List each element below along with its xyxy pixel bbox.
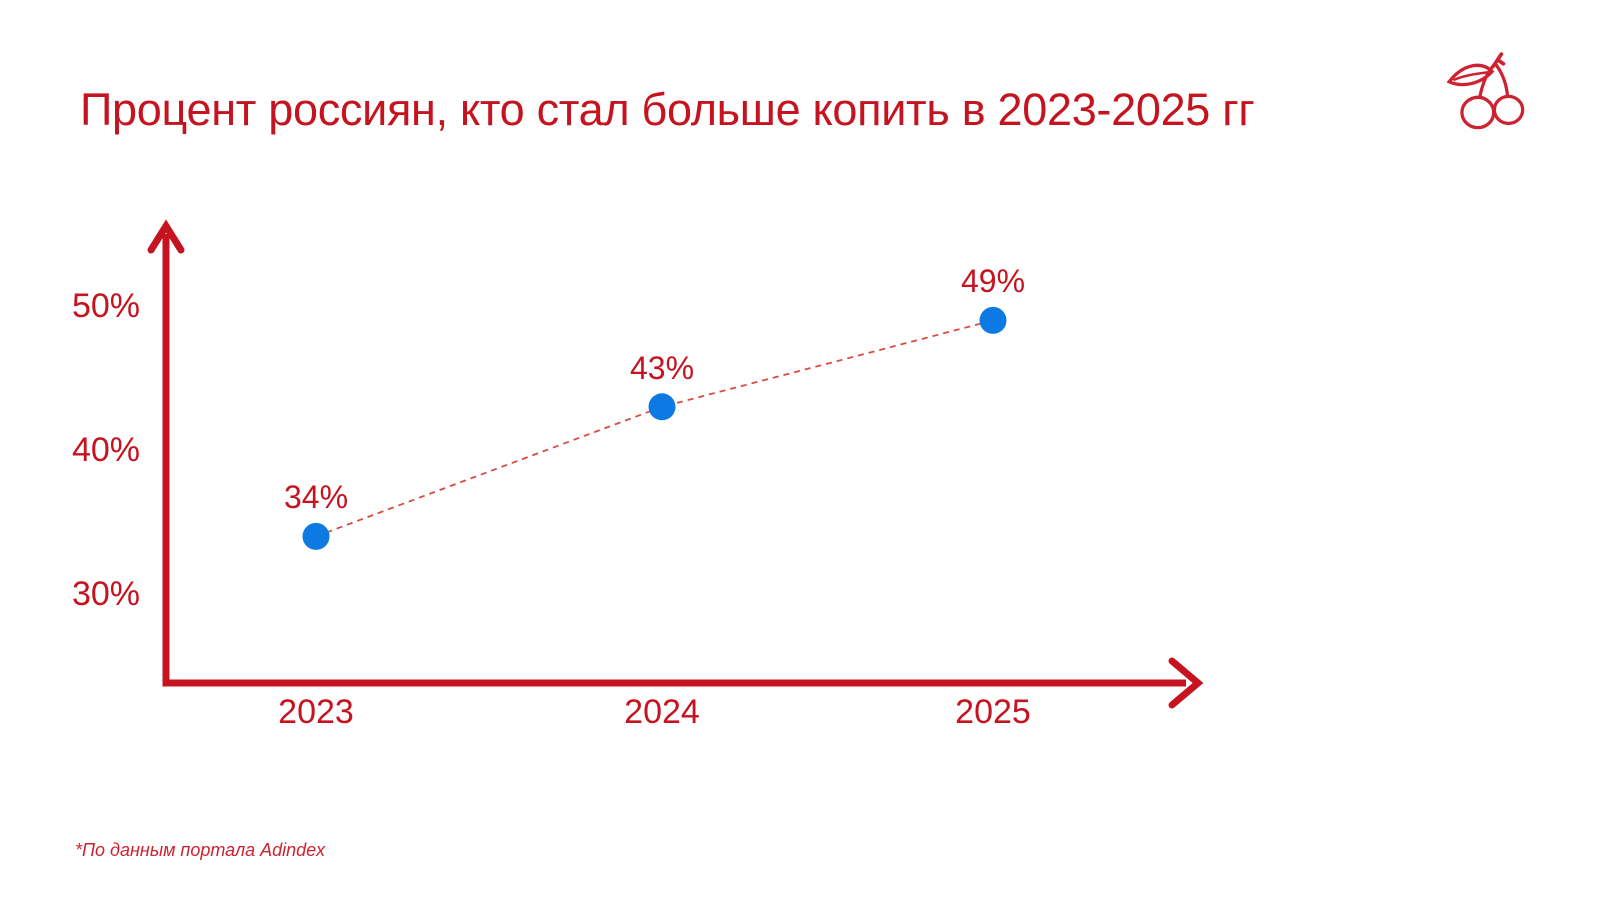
point-value-label-2023: 34% bbox=[283, 479, 349, 516]
trend-line-layer bbox=[315, 319, 994, 538]
page-title: Процент россиян, кто стал больше копить … bbox=[80, 84, 1255, 135]
y-tick-30: 30% bbox=[71, 575, 140, 613]
x-tick-2024: 2024 bbox=[624, 693, 700, 731]
footnote: *По данным портала Adindex bbox=[75, 840, 326, 860]
y-tick-40: 40% bbox=[71, 431, 140, 469]
cherries-icon bbox=[1446, 52, 1525, 130]
x-axis-arrowhead bbox=[1168, 657, 1204, 709]
cherry-left-dimple bbox=[1468, 95, 1488, 102]
point-value-label-2025: 49% bbox=[960, 263, 1026, 300]
data-point-2024 bbox=[648, 393, 676, 421]
data-point-2023 bbox=[302, 522, 330, 550]
data-point-2025 bbox=[979, 306, 1007, 334]
y-axis-arrowhead bbox=[147, 219, 185, 254]
cherry-leaf bbox=[1446, 63, 1495, 87]
trend-dashed-line bbox=[315, 319, 994, 538]
axes bbox=[147, 219, 1204, 709]
x-tick-2023: 2023 bbox=[278, 693, 354, 731]
point-value-label-2024: 43% bbox=[629, 349, 695, 386]
cherry-twig bbox=[1491, 52, 1506, 69]
x-tick-2025: 2025 bbox=[955, 693, 1031, 731]
cherry-leaf-vein bbox=[1453, 70, 1492, 81]
data-points-layer bbox=[302, 306, 1007, 550]
cherry-stem-right bbox=[1494, 62, 1510, 98]
y-tick-50: 50% bbox=[71, 287, 140, 325]
